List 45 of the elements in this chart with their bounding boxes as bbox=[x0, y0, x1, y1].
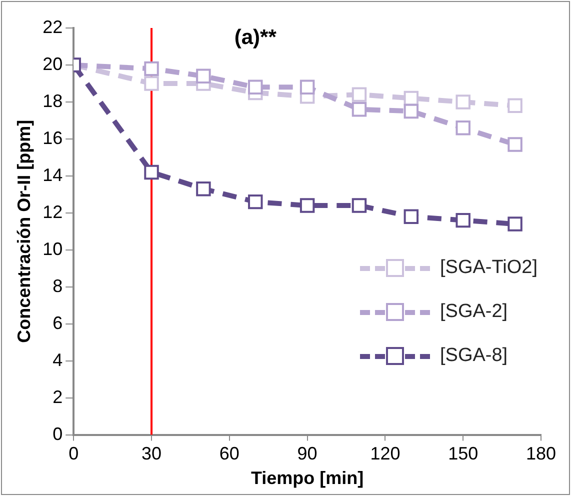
point bbox=[508, 137, 522, 152]
point bbox=[352, 198, 367, 213]
point bbox=[508, 216, 522, 232]
point bbox=[300, 198, 315, 213]
y-tick-label: 20 bbox=[42, 54, 63, 74]
point bbox=[196, 182, 211, 196]
point bbox=[144, 76, 159, 91]
y-axis-title: Concentración Or-II [ppm] bbox=[14, 120, 34, 343]
legend-label: [SGA-8] bbox=[440, 344, 508, 366]
y-tick-label: 0 bbox=[52, 424, 63, 444]
point bbox=[248, 80, 263, 95]
x-tick-label: 120 bbox=[370, 444, 400, 464]
y-tick-label: 14 bbox=[42, 164, 63, 185]
legend-label: [SGA-2] bbox=[440, 300, 508, 322]
point bbox=[196, 68, 211, 84]
point bbox=[456, 120, 470, 136]
y-tick-label: 18 bbox=[42, 90, 63, 111]
chart-title: (a)** bbox=[234, 26, 278, 49]
point bbox=[352, 87, 367, 102]
x-tick-label: 90 bbox=[297, 444, 318, 464]
y-tick-label: 6 bbox=[52, 312, 63, 333]
x-tick-label: 30 bbox=[142, 444, 162, 464]
x-tick-label: 60 bbox=[219, 444, 240, 464]
point bbox=[404, 209, 419, 224]
point bbox=[300, 80, 315, 95]
point bbox=[404, 104, 419, 119]
y-tick-label: 8 bbox=[52, 276, 63, 296]
legend-label: [SGA-TiO2] bbox=[440, 256, 538, 278]
point bbox=[352, 102, 367, 117]
point bbox=[456, 212, 470, 228]
y-tick-label: 22 bbox=[42, 16, 63, 37]
point bbox=[456, 94, 470, 110]
y-tick-label: 10 bbox=[42, 238, 63, 259]
point bbox=[248, 194, 263, 210]
x-tick-label: 150 bbox=[448, 444, 478, 464]
x-axis-title: Tiempo [min] bbox=[250, 468, 364, 488]
y-tick-label: 4 bbox=[52, 350, 63, 370]
y-tick-label: 16 bbox=[42, 128, 63, 148]
x-tick-label: 180 bbox=[526, 444, 556, 464]
y-tick-label: 12 bbox=[42, 202, 63, 222]
y-tick-label: 2 bbox=[52, 386, 63, 407]
point bbox=[144, 61, 159, 76]
point bbox=[144, 164, 159, 180]
x-tick-label: 0 bbox=[68, 444, 79, 464]
point bbox=[508, 98, 522, 114]
